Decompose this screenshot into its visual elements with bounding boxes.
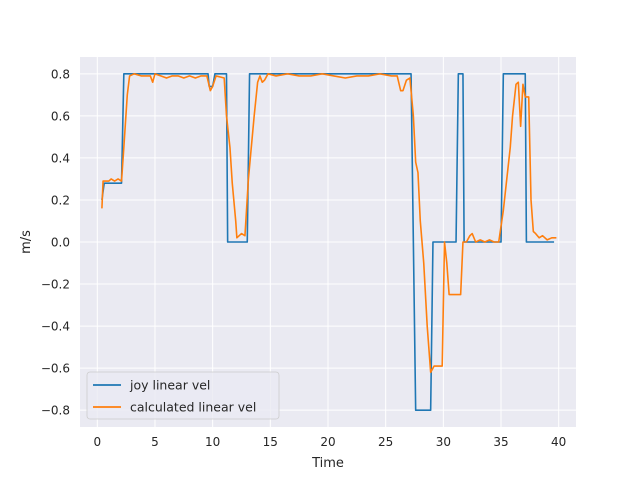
x-tick-label: 30 [436,435,451,449]
x-tick-label: 40 [551,435,566,449]
legend: joy linear vel calculated linear vel [86,371,280,420]
x-tick-label: 20 [320,435,335,449]
x-tick-label: 0 [93,435,101,449]
legend-label-calculated: calculated linear vel [130,400,256,415]
y-tick-labels: −0.8 −0.6 −0.4 −0.2 0.0 0.2 0.4 0.6 0.8 [41,67,70,417]
x-tick-label: 5 [151,435,159,449]
y-tick-label: −0.4 [41,320,70,334]
legend-label-joy: joy linear vel [129,378,210,393]
series-line-calculated-linear-vel [101,73,557,374]
y-tick-label: 0.0 [51,236,70,250]
x-tick-label: 35 [493,435,508,449]
y-tick-label: −0.8 [41,404,70,418]
x-tick-label: 15 [263,435,278,449]
x-tick-label: 10 [205,435,220,449]
legend-box [86,371,280,420]
x-tick-label: 25 [378,435,393,449]
x-axis-label: Time [311,456,344,471]
x-tick-labels: 0 5 10 15 20 25 30 35 40 [93,435,566,449]
series-lines [101,73,557,411]
y-tick-label: 0.6 [51,109,70,123]
y-tick-label: 0.8 [51,67,70,81]
y-tick-label: 0.2 [51,193,70,207]
y-tick-label: −0.2 [41,278,70,292]
y-tick-label: 0.4 [51,151,70,165]
y-tick-label: −0.6 [41,362,70,376]
grid-lines [80,57,576,427]
y-axis-label: m/s [19,230,34,254]
